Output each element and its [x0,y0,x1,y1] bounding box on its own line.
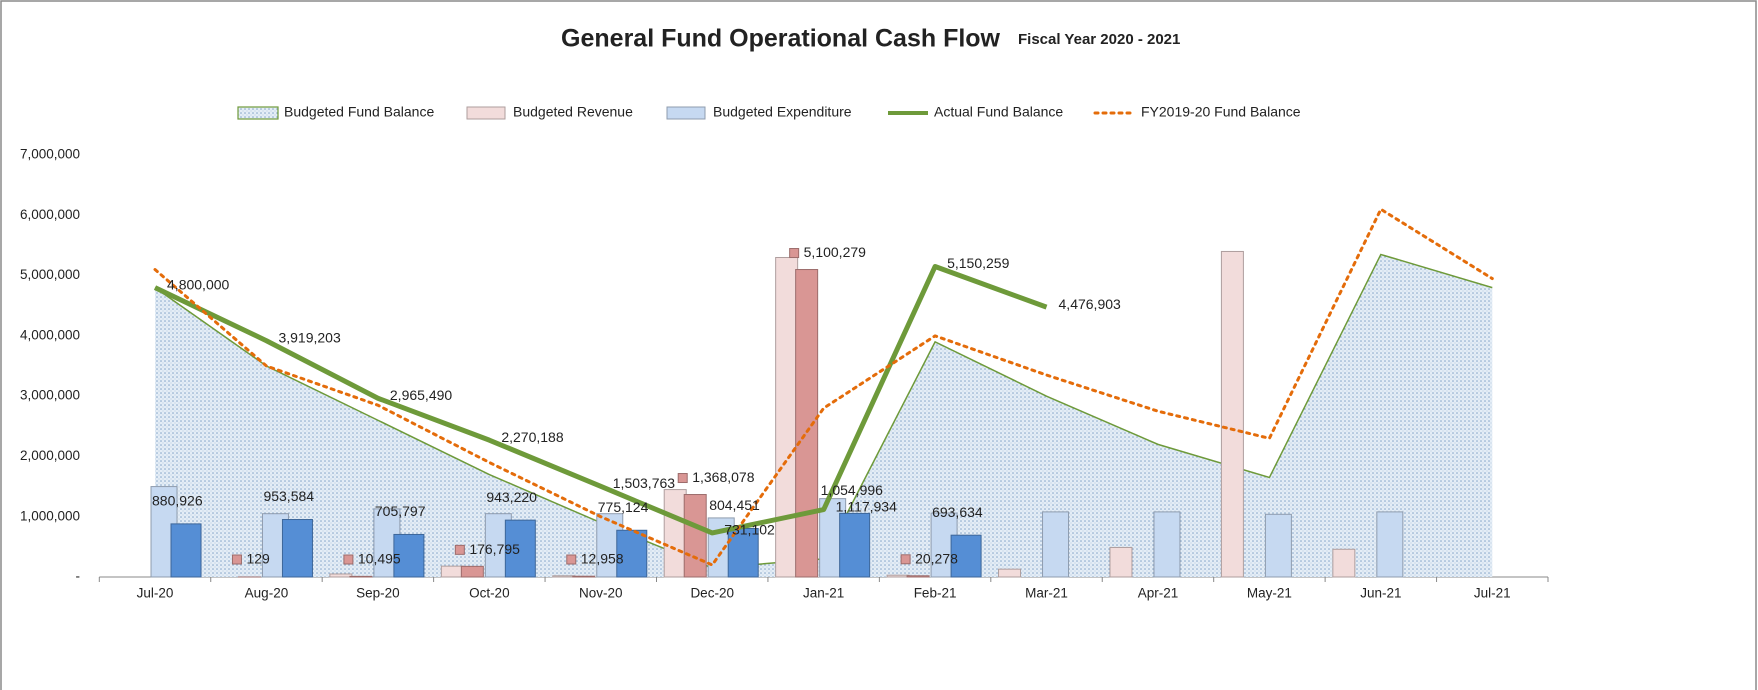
x-tick-label: Jan-21 [803,586,844,601]
bar [281,519,313,578]
label-key [231,554,242,565]
x-tick-label: Aug-20 [245,586,289,601]
data-label: 2,965,490 [390,387,452,403]
data-label: 3,919,203 [278,329,340,345]
bar [329,573,353,578]
bar [1220,250,1244,578]
legend-label: FY2019-20 Fund Balance [1141,104,1301,120]
chart-title: General Fund Operational Cash Flow [561,25,1001,53]
data-label: 176,795 [469,541,520,557]
label-key [677,473,688,484]
data-label: 2,270,188 [501,429,563,445]
y-tick-label: - [76,569,81,584]
bar [349,575,373,578]
bar [1376,511,1404,578]
label-key [900,554,911,565]
y-tick-label: 6,000,000 [20,207,80,222]
y-tick-label: 3,000,000 [20,388,80,403]
legend-label: Budgeted Fund Balance [284,104,434,120]
bar [663,489,687,578]
bar [950,534,982,578]
x-tick-label: Nov-20 [579,586,623,601]
x-tick-label: Feb-21 [914,586,957,601]
y-tick-label: 2,000,000 [20,448,80,463]
x-tick-label: Oct-20 [469,586,510,601]
y-tick-label: 4,000,000 [20,327,80,342]
legend-label: Actual Fund Balance [934,104,1063,120]
bar [440,565,464,578]
bar [572,575,596,578]
x-tick-label: Sep-20 [356,586,400,601]
data-label: 1,503,763 [613,475,675,491]
line [153,264,1048,536]
bar [998,568,1022,578]
bar [616,529,648,578]
data-label: 731,102 [724,522,775,538]
data-label: 20,278 [915,550,958,566]
y-tick-label: 7,000,000 [20,147,80,162]
data-label: 1,117,934 [836,498,897,514]
data-label: 1,054,996 [821,482,883,498]
data-label: 804,451 [709,497,760,513]
label-key [343,554,354,565]
data-label: 5,150,259 [947,255,1009,271]
bar [683,494,707,578]
data-label: 12,958 [581,551,624,567]
label-key [454,544,465,555]
bar [886,574,910,578]
data-label: 943,220 [486,489,537,505]
bar [1042,511,1070,578]
x-tick-label: Apr-21 [1138,586,1179,601]
data-label: 4,476,903 [1059,296,1121,312]
chart-subtitle: Fiscal Year 2020 - 2021 [1018,31,1180,48]
bar [839,512,871,578]
bar [1109,546,1133,578]
legend-label: Budgeted Revenue [513,104,633,120]
data-label: 953,584 [263,488,314,504]
bar [795,269,819,578]
legend-swatch [666,106,706,120]
label-key [789,248,800,259]
x-tick-label: Jun-21 [1360,586,1401,601]
data-label: 775,124 [598,499,649,515]
x-tick-label: Jul-20 [137,586,174,601]
area [155,254,1493,577]
legend-swatch [237,106,279,120]
data-label: 4,800,000 [167,276,229,292]
y-tick-label: 5,000,000 [20,267,80,282]
legend-swatch [466,106,506,120]
bar [170,523,202,578]
data-label: 880,926 [152,493,203,509]
bar [460,565,484,578]
x-tick-label: Mar-21 [1025,586,1068,601]
line [153,207,1494,567]
x-tick-label: May-21 [1247,586,1292,601]
data-label: 705,797 [375,503,426,519]
x-tick-label: Dec-20 [690,586,734,601]
data-label: 5,100,279 [804,244,866,260]
legend-label: Budgeted Expenditure [713,104,852,120]
data-label: 1,368,078 [692,469,754,485]
y-tick-label: 1,000,000 [20,508,80,523]
data-label: 693,634 [932,504,983,520]
bar [1332,548,1356,578]
bar [775,256,799,578]
bar [504,519,536,578]
bar [1153,511,1181,578]
bar [906,575,930,578]
label-key [566,554,577,565]
bar [1264,513,1292,578]
bar [552,575,576,578]
x-tick-label: Jul-21 [1474,586,1511,601]
data-label: 129 [246,551,270,567]
data-label: 10,495 [358,551,401,567]
bar [393,533,425,578]
